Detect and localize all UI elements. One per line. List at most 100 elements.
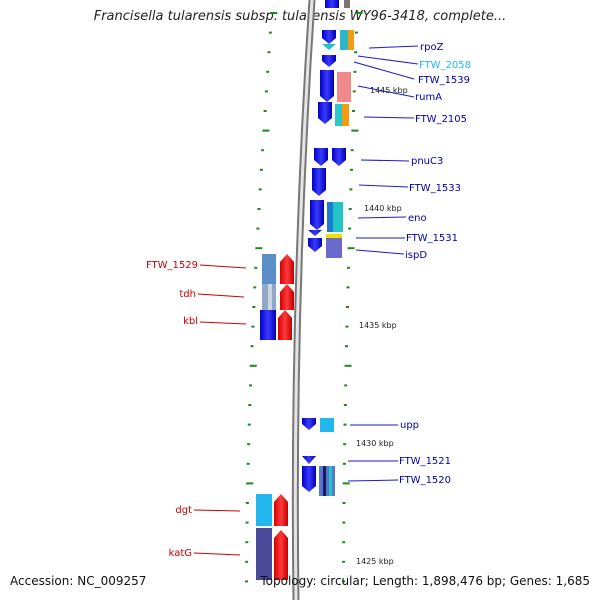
gene-glyph: [340, 30, 348, 50]
scale-tick: [267, 51, 271, 54]
leader-line: [357, 85, 415, 98]
gene-glyph: [337, 72, 351, 102]
left-leaders: [193, 264, 247, 556]
gene-label: katG: [169, 548, 192, 559]
gene-glyph: [322, 55, 336, 67]
gene-glyph: [320, 70, 334, 102]
scale-tick: [258, 188, 262, 191]
right-gene-labels: rpoZ FTW_2058 FTW_1539 rumA FTW_2105 pnu…: [399, 42, 471, 486]
scale-tick: [351, 129, 359, 132]
scale-tick: [248, 404, 252, 406]
scale-tick: [245, 541, 249, 544]
scale-tick: [257, 208, 261, 210]
scale-tick: [268, 31, 272, 34]
left-gene-labels: FTW_1529 tdh kbl dgt katG: [146, 260, 198, 559]
scale-tick: [261, 149, 265, 152]
scale-tick: [245, 580, 249, 583]
reverse-genes: [256, 254, 294, 580]
leader-line: [358, 184, 409, 188]
gene-label: FTW_2058: [419, 60, 471, 71]
scale-tick: [342, 502, 346, 504]
scale-tick: [246, 482, 254, 485]
gene-label: dgt: [175, 505, 192, 516]
scale-tick: [253, 286, 257, 289]
left-tick-ring: [245, 12, 278, 583]
right-tick-ring: [342, 12, 363, 583]
gene-glyph: [327, 202, 333, 232]
gene-glyph: [310, 200, 324, 230]
scale-label: 1425 kbp: [356, 557, 394, 566]
scale-tick: [346, 286, 350, 289]
gene-glyph: [308, 230, 322, 236]
forward-genes: [302, 0, 354, 496]
gene-label: ispD: [405, 250, 427, 261]
gene-label: FTW_1520: [399, 475, 451, 486]
gene-label: kbl: [183, 316, 198, 327]
scale-tick: [345, 345, 349, 348]
scale-tick: [345, 325, 349, 328]
gene-glyph: [325, 0, 339, 8]
gene-glyph: [274, 494, 288, 526]
scale-tick: [348, 208, 352, 210]
scale-tick: [263, 110, 267, 112]
scale-tick: [352, 90, 356, 93]
scale-tick: [345, 306, 349, 308]
gene-glyph: [302, 466, 316, 492]
scale-tick: [264, 90, 268, 93]
scale-tick: [245, 560, 249, 563]
scale-tick: [342, 482, 350, 485]
scale-tick: [346, 266, 350, 269]
gene-glyph: [322, 44, 336, 50]
gene-label: eno: [408, 213, 427, 224]
scale-tick: [251, 325, 255, 328]
scale-tick: [342, 541, 346, 544]
gene-glyph: [262, 254, 276, 284]
scale-tick: [350, 149, 354, 152]
scale-label: 1435 kbp: [359, 321, 397, 330]
scale-tick: [254, 266, 258, 269]
leader-line: [357, 216, 407, 219]
scale-tick: [347, 247, 355, 250]
leader-line: [193, 552, 241, 556]
scale-tick: [266, 70, 270, 73]
scale-label: 1430 kbp: [356, 439, 394, 448]
gene-label: tdh: [179, 289, 196, 300]
leader-line: [353, 61, 415, 80]
scale-tick: [354, 51, 358, 54]
scale-tick: [344, 384, 348, 387]
scale-tick: [342, 521, 346, 524]
leader-line: [193, 509, 241, 512]
gene-glyph: [308, 238, 322, 252]
scale-tick: [252, 306, 256, 308]
leader-line: [368, 45, 419, 49]
gene-glyph: [280, 254, 294, 284]
map-title: Francisella tularensis subsp. tularensis…: [93, 9, 507, 24]
gene-glyph: [329, 466, 332, 496]
gene-glyph: [332, 148, 346, 166]
gene-glyph: [320, 418, 334, 432]
scale-tick: [255, 247, 263, 250]
right-leaders: [347, 45, 419, 482]
gene-glyph: [274, 530, 288, 580]
scale-tick: [355, 12, 363, 14]
scale-tick: [250, 345, 254, 348]
scale-tick: [262, 129, 270, 132]
scale-tick: [256, 227, 260, 230]
gene-glyph: [302, 418, 316, 430]
gene-label: upp: [400, 420, 419, 431]
gene-glyph: [256, 528, 272, 580]
scale-tick: [354, 31, 358, 34]
scale-tick: [245, 502, 249, 504]
accession-label: Accession: NC_009257: [10, 574, 147, 588]
gene-glyph: [314, 148, 328, 166]
gene-glyph: [278, 310, 292, 340]
leader-line: [199, 264, 247, 269]
gene-glyph: [326, 238, 342, 258]
leader-line: [357, 55, 419, 65]
scale-tick: [343, 423, 347, 426]
gene-glyph: [326, 234, 342, 238]
leader-line: [199, 321, 247, 325]
gene-label: pnuC3: [411, 156, 443, 167]
scale-tick: [343, 443, 347, 446]
leader-line: [355, 249, 405, 255]
